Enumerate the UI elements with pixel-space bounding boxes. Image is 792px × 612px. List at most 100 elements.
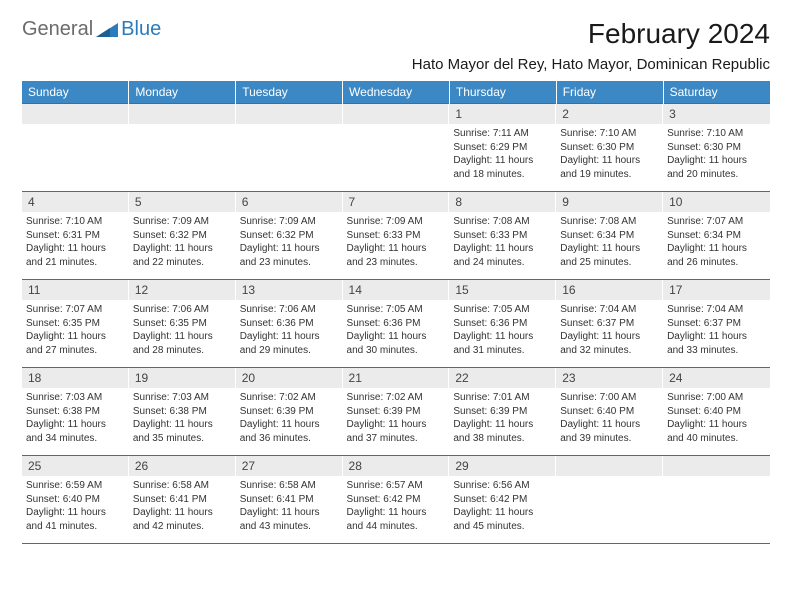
day-number: 12 xyxy=(129,280,236,300)
day-number: 15 xyxy=(449,280,556,300)
day-cell: 12Sunrise: 7:06 AMSunset: 6:35 PMDayligh… xyxy=(129,280,236,368)
sunset-text: Sunset: 6:37 PM xyxy=(667,317,766,331)
daylight-text: Daylight: 11 hours and 34 minutes. xyxy=(26,418,125,445)
sunrise-text: Sunrise: 7:06 AM xyxy=(133,303,232,317)
day-cell: 4Sunrise: 7:10 AMSunset: 6:31 PMDaylight… xyxy=(22,192,129,280)
empty-cell xyxy=(129,104,236,192)
daylight-text: Daylight: 11 hours and 36 minutes. xyxy=(240,418,339,445)
sunrise-text: Sunrise: 7:03 AM xyxy=(26,391,125,405)
day-cell: 29Sunrise: 6:56 AMSunset: 6:42 PMDayligh… xyxy=(449,456,556,544)
day-number: 13 xyxy=(236,280,343,300)
sunrise-text: Sunrise: 6:58 AM xyxy=(240,479,339,493)
sunrise-text: Sunrise: 6:58 AM xyxy=(133,479,232,493)
day-cell: 15Sunrise: 7:05 AMSunset: 6:36 PMDayligh… xyxy=(449,280,556,368)
daylight-text: Daylight: 11 hours and 29 minutes. xyxy=(240,330,339,357)
day-cell: 21Sunrise: 7:02 AMSunset: 6:39 PMDayligh… xyxy=(343,368,450,456)
day-cell: 27Sunrise: 6:58 AMSunset: 6:41 PMDayligh… xyxy=(236,456,343,544)
day-details: Sunrise: 6:58 AMSunset: 6:41 PMDaylight:… xyxy=(129,476,236,537)
sunset-text: Sunset: 6:39 PM xyxy=(347,405,446,419)
week-row: 4Sunrise: 7:10 AMSunset: 6:31 PMDaylight… xyxy=(22,192,770,280)
sunrise-text: Sunrise: 7:01 AM xyxy=(453,391,552,405)
sunrise-text: Sunrise: 7:09 AM xyxy=(133,215,232,229)
daylight-text: Daylight: 11 hours and 33 minutes. xyxy=(667,330,766,357)
sunset-text: Sunset: 6:37 PM xyxy=(560,317,659,331)
day-cell: 20Sunrise: 7:02 AMSunset: 6:39 PMDayligh… xyxy=(236,368,343,456)
day-number: 20 xyxy=(236,368,343,388)
daylight-text: Daylight: 11 hours and 24 minutes. xyxy=(453,242,552,269)
sunset-text: Sunset: 6:40 PM xyxy=(667,405,766,419)
day-details: Sunrise: 7:09 AMSunset: 6:32 PMDaylight:… xyxy=(236,212,343,273)
sunset-text: Sunset: 6:35 PM xyxy=(26,317,125,331)
day-details: Sunrise: 6:56 AMSunset: 6:42 PMDaylight:… xyxy=(449,476,556,537)
sunset-text: Sunset: 6:36 PM xyxy=(347,317,446,331)
day-number: 21 xyxy=(343,368,450,388)
sunset-text: Sunset: 6:36 PM xyxy=(453,317,552,331)
day-number: 9 xyxy=(556,192,663,212)
sunrise-text: Sunrise: 7:08 AM xyxy=(560,215,659,229)
logo-triangle-icon xyxy=(96,23,118,37)
sunrise-text: Sunrise: 7:10 AM xyxy=(26,215,125,229)
week-row: 11Sunrise: 7:07 AMSunset: 6:35 PMDayligh… xyxy=(22,280,770,368)
day-number: 5 xyxy=(129,192,236,212)
sunset-text: Sunset: 6:38 PM xyxy=(133,405,232,419)
day-cell: 11Sunrise: 7:07 AMSunset: 6:35 PMDayligh… xyxy=(22,280,129,368)
day-number: 23 xyxy=(556,368,663,388)
day-cell: 14Sunrise: 7:05 AMSunset: 6:36 PMDayligh… xyxy=(343,280,450,368)
sunset-text: Sunset: 6:33 PM xyxy=(347,229,446,243)
day-cell: 2Sunrise: 7:10 AMSunset: 6:30 PMDaylight… xyxy=(556,104,663,192)
day-details: Sunrise: 7:08 AMSunset: 6:33 PMDaylight:… xyxy=(449,212,556,273)
sunrise-text: Sunrise: 7:07 AM xyxy=(26,303,125,317)
day-number: 1 xyxy=(449,104,556,124)
daylight-text: Daylight: 11 hours and 19 minutes. xyxy=(560,154,659,181)
empty-cell xyxy=(556,456,663,544)
day-number: 24 xyxy=(663,368,770,388)
day-number: 16 xyxy=(556,280,663,300)
daylight-text: Daylight: 11 hours and 28 minutes. xyxy=(133,330,232,357)
day-number: 14 xyxy=(343,280,450,300)
day-number: 27 xyxy=(236,456,343,476)
daylight-text: Daylight: 11 hours and 27 minutes. xyxy=(26,330,125,357)
day-details: Sunrise: 7:05 AMSunset: 6:36 PMDaylight:… xyxy=(343,300,450,361)
daylight-text: Daylight: 11 hours and 35 minutes. xyxy=(133,418,232,445)
daylight-text: Daylight: 11 hours and 22 minutes. xyxy=(133,242,232,269)
sunset-text: Sunset: 6:32 PM xyxy=(240,229,339,243)
sunset-text: Sunset: 6:41 PM xyxy=(133,493,232,507)
dow-thursday: Thursday xyxy=(449,81,556,104)
day-details: Sunrise: 7:03 AMSunset: 6:38 PMDaylight:… xyxy=(129,388,236,449)
day-cell: 10Sunrise: 7:07 AMSunset: 6:34 PMDayligh… xyxy=(663,192,770,280)
daylight-text: Daylight: 11 hours and 40 minutes. xyxy=(667,418,766,445)
sunset-text: Sunset: 6:42 PM xyxy=(347,493,446,507)
empty-cell xyxy=(236,104,343,192)
day-number: 2 xyxy=(556,104,663,124)
page-header: General Blue February 2024 Hato Mayor de… xyxy=(22,18,770,73)
day-cell: 5Sunrise: 7:09 AMSunset: 6:32 PMDaylight… xyxy=(129,192,236,280)
sunrise-text: Sunrise: 7:04 AM xyxy=(667,303,766,317)
day-details: Sunrise: 7:02 AMSunset: 6:39 PMDaylight:… xyxy=(343,388,450,449)
daylight-text: Daylight: 11 hours and 37 minutes. xyxy=(347,418,446,445)
day-details: Sunrise: 7:07 AMSunset: 6:35 PMDaylight:… xyxy=(22,300,129,361)
dow-saturday: Saturday xyxy=(663,81,770,104)
daylight-text: Daylight: 11 hours and 18 minutes. xyxy=(453,154,552,181)
day-details: Sunrise: 7:10 AMSunset: 6:30 PMDaylight:… xyxy=(663,124,770,185)
daylight-text: Daylight: 11 hours and 26 minutes. xyxy=(667,242,766,269)
daylight-text: Daylight: 11 hours and 45 minutes. xyxy=(453,506,552,533)
sunset-text: Sunset: 6:38 PM xyxy=(26,405,125,419)
sunset-text: Sunset: 6:31 PM xyxy=(26,229,125,243)
sunrise-text: Sunrise: 7:00 AM xyxy=(667,391,766,405)
sunrise-text: Sunrise: 6:57 AM xyxy=(347,479,446,493)
sunset-text: Sunset: 6:39 PM xyxy=(240,405,339,419)
daylight-text: Daylight: 11 hours and 25 minutes. xyxy=(560,242,659,269)
day-number: 29 xyxy=(449,456,556,476)
empty-cell xyxy=(343,104,450,192)
day-number: 6 xyxy=(236,192,343,212)
dow-sunday: Sunday xyxy=(22,81,129,104)
day-details: Sunrise: 7:04 AMSunset: 6:37 PMDaylight:… xyxy=(556,300,663,361)
sunrise-text: Sunrise: 7:04 AM xyxy=(560,303,659,317)
day-details: Sunrise: 7:11 AMSunset: 6:29 PMDaylight:… xyxy=(449,124,556,185)
daylight-text: Daylight: 11 hours and 30 minutes. xyxy=(347,330,446,357)
sunrise-text: Sunrise: 7:10 AM xyxy=(560,127,659,141)
logo-text-blue: Blue xyxy=(121,18,161,41)
day-cell: 13Sunrise: 7:06 AMSunset: 6:36 PMDayligh… xyxy=(236,280,343,368)
day-details: Sunrise: 7:04 AMSunset: 6:37 PMDaylight:… xyxy=(663,300,770,361)
calendar-body: 1Sunrise: 7:11 AMSunset: 6:29 PMDaylight… xyxy=(22,104,770,544)
